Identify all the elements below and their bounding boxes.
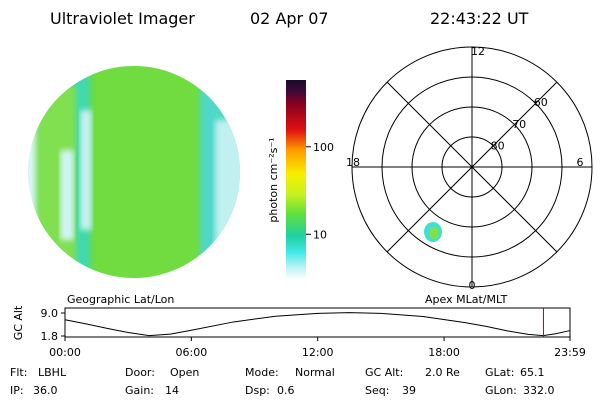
mlt-label: 6 <box>577 156 584 169</box>
alt-ytick-label: 1.8 <box>41 330 59 343</box>
uv-image <box>28 66 240 278</box>
alt-xtick-label: 23:59 <box>554 346 586 359</box>
alt-ylabel: GC Alt <box>12 305 25 340</box>
lat-ring <box>381 76 563 258</box>
apex-label: Apex MLat/MLT <box>425 293 508 306</box>
field-label: GLon: <box>485 384 517 397</box>
lat-label: 60 <box>534 96 548 109</box>
field-label: GLat: <box>485 366 514 379</box>
alt-curve <box>64 312 571 337</box>
title: Ultraviolet Imager <box>50 9 195 28</box>
field-value: Open <box>170 366 199 379</box>
mlt-label: 18 <box>346 156 360 169</box>
colorbar-tick-label: 100 <box>313 141 334 154</box>
field-label: GC Alt: <box>365 366 403 379</box>
lat-label: 70 <box>512 118 526 131</box>
field-label: Door: <box>125 366 155 379</box>
field-label: Gain: <box>125 384 154 397</box>
time: 22:43:22 UT <box>430 9 529 28</box>
field-label: IP: <box>10 384 24 397</box>
field-value: 39 <box>402 384 416 397</box>
alt-xtick-label: 18:00 <box>428 346 460 359</box>
field-value: 36.0 <box>33 384 58 397</box>
alt-xtick-label: 12:00 <box>302 346 334 359</box>
date: 02 Apr 07 <box>250 9 329 28</box>
geo-label: Geographic Lat/Lon <box>67 293 174 306</box>
alt-xtick-label: 06:00 <box>176 346 208 359</box>
field-value: 332.0 <box>523 384 555 397</box>
field-label: Seq: <box>365 384 389 397</box>
polar-outer <box>351 46 593 288</box>
lat-label: 80 <box>491 139 505 152</box>
alt-xtick-label: 00:00 <box>49 346 81 359</box>
mlt-label: 0 <box>469 279 476 292</box>
field-value: Normal <box>295 366 335 379</box>
mlt-label: 12 <box>471 45 485 58</box>
polar-grid <box>352 47 592 287</box>
field-value: 14 <box>165 384 179 397</box>
aurora-core <box>429 227 439 239</box>
field-label: Flt: <box>10 366 27 379</box>
lat-ring <box>411 106 533 228</box>
field-value: 2.0 Re <box>425 366 460 379</box>
field-label: Mode: <box>245 366 279 379</box>
field-value: 65.1 <box>520 366 545 379</box>
field-label: Dsp: <box>245 384 270 397</box>
colorbar-label: photon cm⁻²s⁻¹ <box>267 137 280 222</box>
field-value: 0.6 <box>277 384 295 397</box>
alt-ytick-label: 9.0 <box>41 307 59 320</box>
alt-frame <box>64 307 571 338</box>
field-value: LBHL <box>38 366 67 379</box>
colorbar <box>286 80 306 280</box>
lat-ring <box>441 136 503 198</box>
colorbar-tick-label: 10 <box>313 228 327 241</box>
